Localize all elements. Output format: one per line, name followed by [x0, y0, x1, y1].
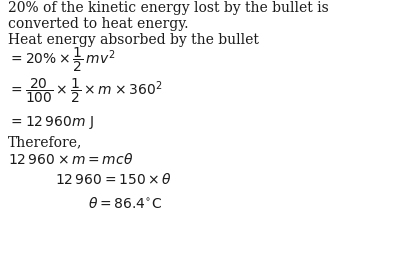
Text: $12\,960 \times m = mc\theta$: $12\,960 \times m = mc\theta$	[8, 152, 133, 167]
Text: converted to heat energy.: converted to heat energy.	[8, 17, 188, 31]
Text: Therefore,: Therefore,	[8, 135, 82, 149]
Text: $\theta = 86.4^{\circ}\mathrm{C}$: $\theta = 86.4^{\circ}\mathrm{C}$	[88, 196, 162, 211]
Text: $= 12\,960m\text{ J}$: $= 12\,960m\text{ J}$	[8, 114, 94, 131]
Text: $= \dfrac{20}{100} \times \dfrac{1}{2} \times m \times 360^2$: $= \dfrac{20}{100} \times \dfrac{1}{2} \…	[8, 76, 162, 105]
Text: $12\,960 = 150 \times \theta$: $12\,960 = 150 \times \theta$	[55, 172, 172, 187]
Text: Heat energy absorbed by the bullet: Heat energy absorbed by the bullet	[8, 33, 259, 47]
Text: 20% of the kinetic energy lost by the bullet is: 20% of the kinetic energy lost by the bu…	[8, 1, 329, 15]
Text: $= 20\% \times \dfrac{1}{2}\,mv^2$: $= 20\% \times \dfrac{1}{2}\,mv^2$	[8, 45, 115, 74]
